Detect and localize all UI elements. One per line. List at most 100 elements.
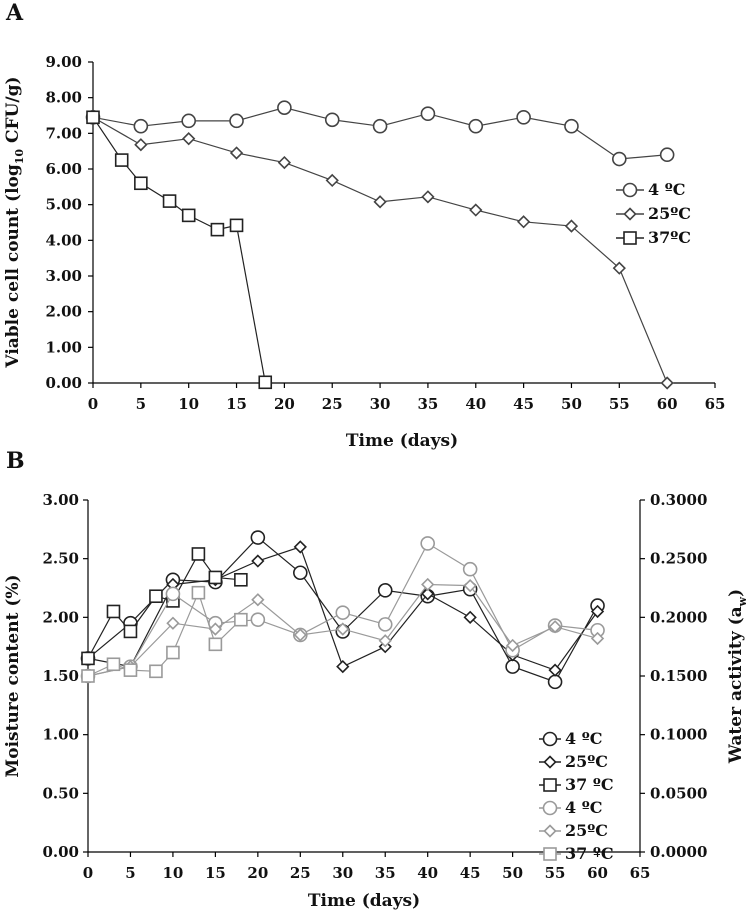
y-tick-label: 0.00: [45, 374, 82, 392]
panel-b-left-y-axis-title: Moisture content (%): [3, 574, 23, 777]
x-tick-label: 5: [125, 864, 135, 882]
data-point: [373, 195, 387, 209]
data-point: [421, 190, 435, 204]
data-point: [234, 572, 248, 587]
panel-b-y2-ticks: 0.0000 0.0500 0.1000 0.1500 0.2000 0.2500 0.30…: [640, 491, 707, 861]
x-tick-label: 25: [322, 395, 343, 413]
panel-a: A 0.00 1.00 2.00 3.00 4.00 5.00 6.00 7.00 8.00 9.…: [3, 0, 725, 451]
panel-a-y-axis-title: Viable cell count (log10 CFU/g): [3, 76, 26, 368]
data-point: [106, 604, 121, 619]
data-point: [462, 561, 478, 577]
data-point: [564, 219, 579, 233]
x-tick-label: 20: [247, 864, 268, 882]
y-tick-label: 1.00: [45, 338, 82, 356]
x-tick-label: 40: [465, 395, 486, 413]
data-point: [420, 106, 436, 122]
y-tick-label: 1.50: [42, 667, 79, 685]
data-point: [277, 155, 292, 170]
panel-b-x-ticks: 0 5 10 15 20 25 30 35 40 45 50 55 60 65: [83, 852, 650, 882]
x-tick-label: 55: [545, 864, 566, 882]
data-point: [166, 616, 180, 630]
legend-marker: [543, 778, 557, 792]
legend-item: 37 ºC: [539, 844, 614, 863]
data-point: [590, 631, 605, 646]
data-point: [468, 118, 484, 134]
x-tick-label: 60: [587, 864, 608, 882]
legend-marker: [542, 731, 558, 747]
x-tick-label: 65: [705, 395, 726, 413]
data-point: [250, 612, 266, 627]
x-tick-label: 30: [370, 395, 391, 413]
panel-b-legend: 4 ºC 25ºC 37 ºC 4 ºC 25ºC 37 ºC: [539, 729, 614, 863]
legend-label: 37 ºC: [565, 775, 614, 794]
data-point: [181, 208, 196, 223]
panel-b-x-axis-title: Time (days): [308, 891, 420, 911]
data-point: [251, 554, 265, 568]
legend-item: 37ºC: [616, 228, 691, 247]
data-point: [81, 669, 95, 683]
legend-item: 25ºC: [616, 204, 691, 223]
data-point: [469, 203, 483, 217]
data-point: [660, 376, 674, 390]
y-tick-label: 8.00: [45, 89, 82, 107]
x-tick-label: 50: [502, 864, 523, 882]
data-point: [378, 634, 392, 648]
panel-a-y-ticks: 0.00 1.00 2.00 3.00 4.00 5.00 6.00 7.00 8.00 9.00: [45, 53, 93, 392]
data-point: [210, 222, 225, 237]
legend-label: 25ºC: [565, 821, 608, 840]
data-point: [229, 146, 244, 160]
x-tick-label: 5: [136, 395, 146, 413]
legend-marker: [542, 800, 558, 816]
data-point: [133, 118, 149, 134]
data-point: [590, 604, 605, 619]
data-point: [191, 547, 206, 561]
legend-item: 25ºC: [539, 752, 608, 771]
panel-b-series: [80, 530, 605, 690]
data-point: [336, 659, 350, 674]
data-point: [516, 109, 531, 125]
data-point: [516, 215, 531, 229]
legend-item: 25ºC: [539, 821, 608, 840]
x-tick-label: 0: [83, 864, 93, 882]
data-point: [420, 536, 435, 551]
data-point: [81, 651, 95, 666]
legend-marker: [623, 207, 637, 221]
data-point: [463, 579, 477, 593]
data-point: [421, 587, 435, 601]
y-tick-label: 3.00: [45, 267, 82, 285]
legend-label: 4 ºC: [565, 729, 602, 748]
data-point: [208, 622, 223, 636]
data-point: [251, 593, 265, 607]
series-line: [92, 116, 668, 384]
y2-tick-label: 0.1500: [650, 667, 707, 685]
series-5: [81, 585, 248, 683]
y-tick-label: 5.00: [45, 196, 82, 214]
y-tick-label: 4.00: [45, 231, 82, 249]
legend-item: 4 ºC: [616, 180, 685, 199]
y-tick-label: 0.00: [42, 843, 79, 861]
data-point: [134, 138, 148, 152]
x-tick-label: 30: [332, 864, 353, 882]
x-tick-label: 45: [513, 395, 534, 413]
x-tick-label: 10: [162, 864, 183, 882]
legend-label: 37ºC: [648, 228, 691, 247]
legend-label: 37 ºC: [565, 844, 614, 863]
legend-item: 4 ºC: [539, 798, 602, 817]
series-2: [86, 110, 273, 390]
data-point: [421, 577, 435, 592]
x-tick-label: 45: [460, 864, 481, 882]
y-tick-label: 2.50: [42, 550, 79, 568]
panel-a-label: A: [5, 0, 24, 26]
legend-item: 37 ºC: [539, 775, 614, 794]
data-point: [250, 530, 266, 545]
y-tick-label: 6.00: [45, 160, 82, 178]
y2-tick-label: 0.2500: [650, 550, 707, 568]
data-point: [612, 261, 626, 275]
data-point: [463, 610, 477, 624]
legend-marker: [622, 182, 638, 198]
data-point: [114, 153, 129, 167]
data-point: [293, 540, 307, 554]
data-point: [324, 112, 340, 128]
data-point: [325, 173, 339, 188]
